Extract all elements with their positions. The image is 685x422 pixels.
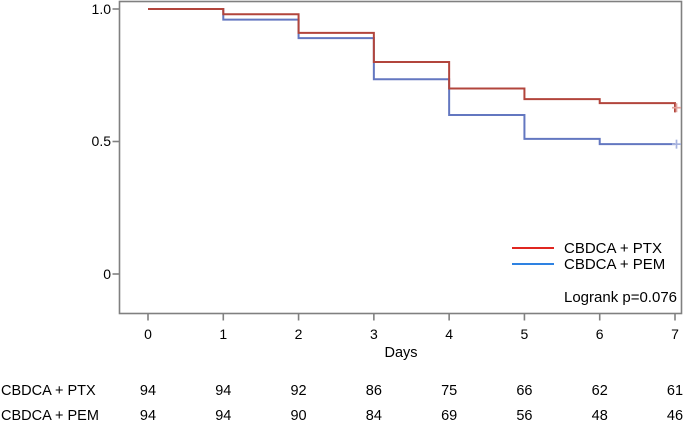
pem-line-icon	[512, 263, 554, 265]
risk-count-cell: 94	[139, 408, 157, 422]
risk-count-cell: 62	[591, 383, 608, 399]
y-tick-label: 0	[103, 265, 111, 282]
km-curve-cbdca-pem	[148, 8, 675, 146]
risk-row-label-pem: CBDCA + PEM	[1, 408, 99, 422]
x-tick-label: 4	[445, 326, 454, 342]
risk-count-cell: 90	[290, 408, 307, 422]
x-tick-label: 5	[520, 326, 529, 342]
plot-border	[118, 0, 683, 315]
risk-row-label-ptx: CBDCA + PTX	[1, 383, 96, 399]
x-tick-label: 0	[144, 326, 152, 342]
legend-item-ptx: CBDCA + PTX	[512, 239, 662, 257]
risk-count-cell: 46	[666, 408, 684, 422]
risk-count-cell: 66	[516, 383, 533, 399]
x-tick-label: 6	[595, 326, 604, 342]
risk-count-cell: 75	[441, 383, 458, 399]
risk-count-cell: 92	[290, 383, 307, 399]
x-tick-label: 2	[294, 326, 303, 342]
x-axis-title: Days	[384, 345, 418, 361]
risk-count-cell: 84	[365, 408, 382, 422]
x-tick-label: 7	[671, 326, 679, 342]
logrank-pvalue-label: Logrank p=0.076	[563, 289, 677, 306]
legend-label-pem: CBDCA + PEM	[564, 255, 666, 273]
risk-count-cell: 94	[215, 408, 232, 422]
x-tick-label: 1	[219, 326, 228, 342]
legend-label-ptx: CBDCA + PTX	[564, 239, 662, 257]
y-tick-label: 1.0	[91, 0, 111, 17]
risk-count-cell: 61	[666, 383, 684, 399]
x-tick-label: 3	[369, 326, 378, 342]
risk-count-cell: 94	[215, 383, 232, 399]
risk-count-cell: 48	[591, 408, 608, 422]
risk-count-cell: 94	[139, 383, 157, 399]
km-curve-cbdca-ptx	[148, 8, 676, 113]
legend-item-pem: CBDCA + PEM	[512, 255, 666, 273]
risk-count-cell: 69	[441, 408, 458, 422]
y-tick-label: 0.5	[91, 133, 111, 149]
risk-count-cell: 86	[365, 383, 382, 399]
risk-count-cell: 56	[516, 408, 533, 422]
ptx-line-icon	[512, 247, 554, 249]
